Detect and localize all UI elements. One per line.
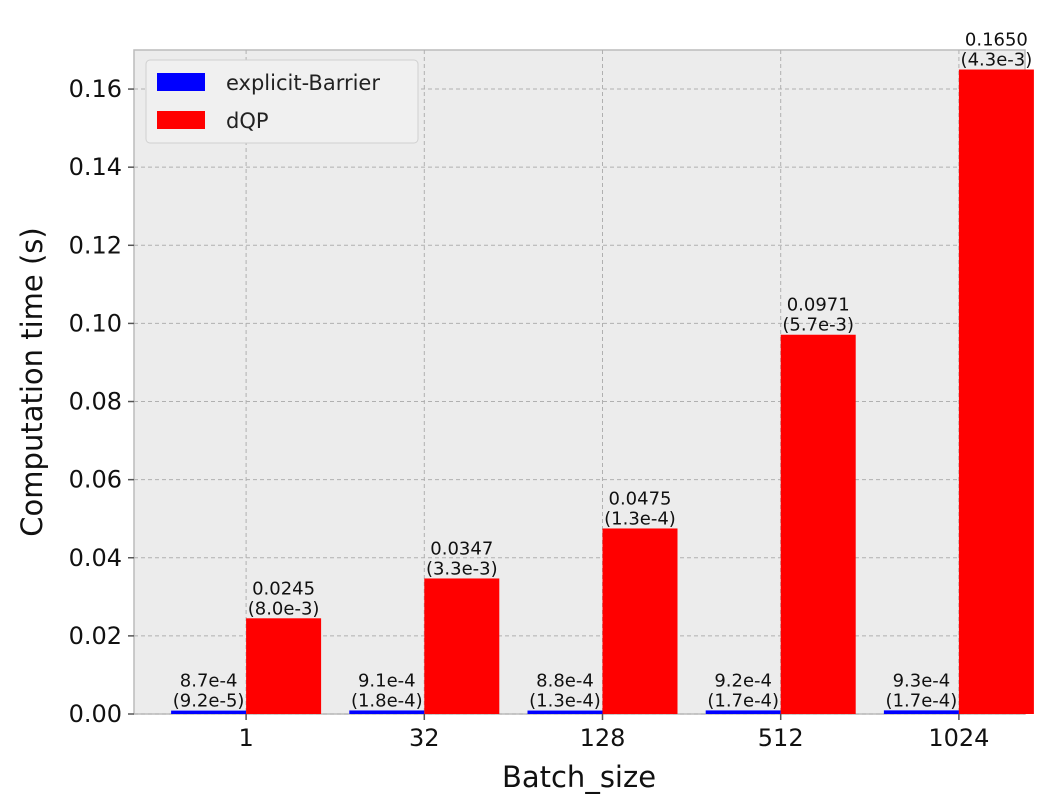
x-axis-label: Batch_size [502,760,656,794]
bar-labels: 8.7e-4(9.2e-5)9.1e-4(1.8e-4)8.8e-4(1.3e-… [173,30,1033,712]
y-tick-label: 0.06 [69,466,122,494]
y-tick-label: 0.12 [69,231,122,259]
y-axis-label: Computation time (s) [15,227,49,536]
bar-dqp [780,334,856,714]
bar-dqp [958,69,1034,714]
bar-std-label: (1.3e-4) [604,508,676,529]
y-axis: 0.00 0.02 0.04 0.06 0.08 0.10 0.12 0.14 0.16 [69,75,134,728]
y-tick-label: 0.00 [69,700,122,728]
y-tick-label: 0.02 [69,622,122,650]
bar-explicit-barrier [705,710,781,714]
bar-dqp [246,618,322,714]
bar-value-label: 0.0245 [252,578,315,599]
bar-std-label: (1.3e-4) [529,691,601,712]
bar-value-label: 0.0971 [787,295,850,316]
legend-swatch-explicit-barrier [157,73,205,91]
y-tick-label: 0.04 [69,544,122,572]
bar-value-label: 0.0475 [609,488,672,509]
legend: explicit-Barrier dQP [145,59,419,144]
bar-value-label: 9.1e-4 [358,670,416,691]
y-tick-label: 0.14 [69,153,122,181]
x-tick-label: 32 [409,724,440,752]
bar-dqp [602,528,678,714]
legend-box [145,59,419,144]
bar-value-label: 9.2e-4 [714,670,772,691]
bar-std-label: (1.8e-4) [351,690,423,711]
bar-explicit-barrier [527,710,603,714]
bar-value-label: 0.1650 [965,30,1028,51]
x-tick-label: 128 [580,724,626,752]
y-tick-label: 0.08 [69,388,122,416]
bar-value-label: 8.8e-4 [536,671,594,692]
bar-explicit-barrier [883,710,959,714]
bar-std-label: (9.2e-5) [173,691,245,712]
plot-area [133,49,1026,715]
bar-value-label: 8.7e-4 [180,671,238,692]
y-tick-label: 0.16 [69,75,122,103]
bar-explicit-barrier [349,710,425,714]
x-axis: 1 32 128 512 1024 [238,714,989,752]
legend-label-dqp: dQP [226,109,269,133]
bar-std-label: (5.7e-3) [782,315,854,336]
legend-label-explicit-barrier: explicit-Barrier [226,71,380,95]
bar-std-label: (3.3e-3) [426,558,498,579]
bar-dqp [424,578,500,714]
legend-swatch-dqp [157,111,205,129]
bar-std-label: (8.0e-3) [248,598,320,619]
bars [171,69,1034,714]
bar-std-label: (1.7e-4) [707,690,779,711]
x-tick-label: 1024 [928,724,989,752]
x-tick-label: 1 [238,724,253,752]
y-tick-label: 0.10 [69,309,122,337]
bar-std-label: (4.3e-3) [961,50,1033,71]
bar-value-label: 0.0347 [430,538,493,559]
bar-explicit-barrier [171,710,247,714]
x-tick-label: 512 [758,724,804,752]
bar-std-label: (1.7e-4) [886,690,958,711]
bar-value-label: 9.3e-4 [893,670,951,691]
